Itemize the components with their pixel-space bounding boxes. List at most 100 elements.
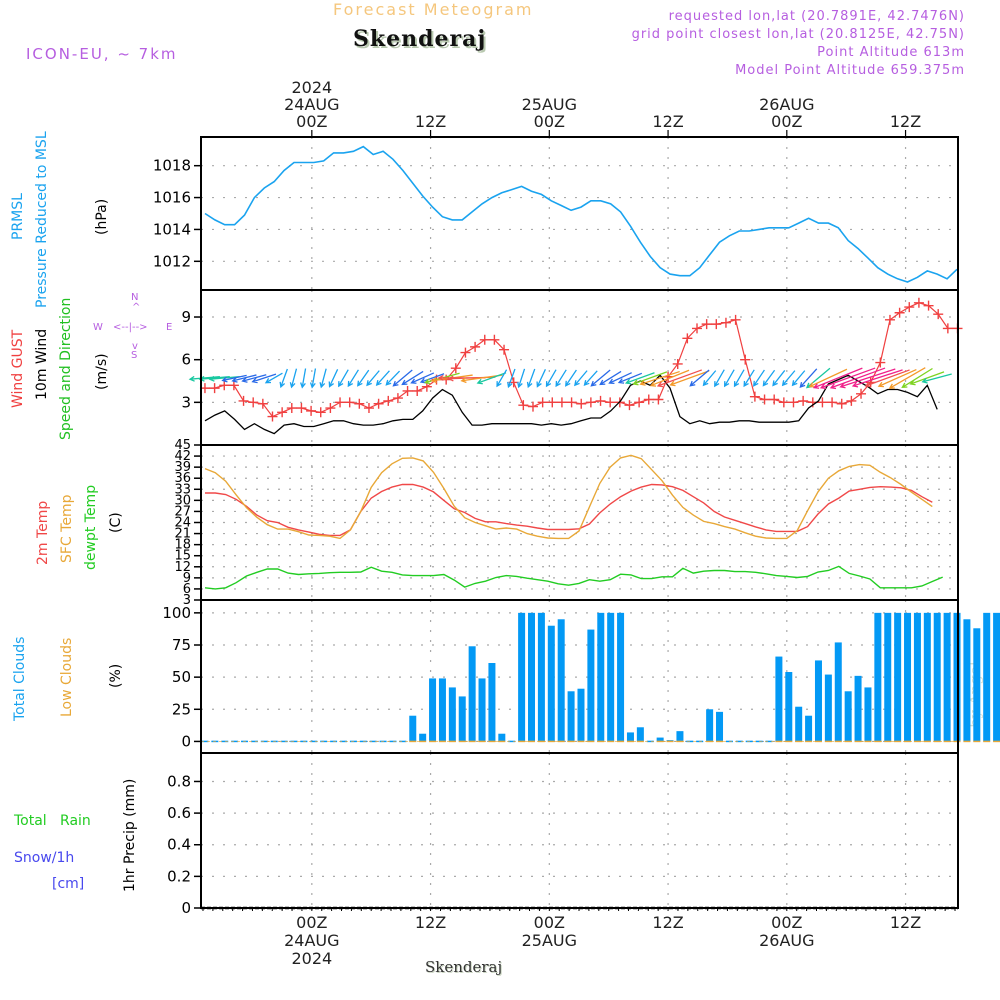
wind-direction-arrow xyxy=(574,370,588,387)
wind-direction-arrow xyxy=(632,371,668,386)
cloud-unit-label: (%) xyxy=(108,664,124,688)
wind-direction-arrow xyxy=(565,369,577,387)
wind-gust-marker xyxy=(479,334,490,345)
total-clouds-bar xyxy=(923,612,931,742)
wind-gust-marker xyxy=(923,300,934,311)
panel-frame xyxy=(200,752,959,909)
bottom-time-label: 00Z xyxy=(771,913,802,932)
y-tick-label: 1014 xyxy=(153,220,191,238)
wind-panel-labels: Wind GUST 10m Wind Speed and Direction (… xyxy=(10,298,110,440)
y-tick-label: 0 xyxy=(181,899,191,917)
wind-gust-marker xyxy=(595,395,606,406)
y-tick-label: 1012 xyxy=(153,252,191,270)
y-tick-label: 9 xyxy=(183,571,191,586)
wind-gust-marker xyxy=(653,394,664,405)
compass-s: S xyxy=(131,350,137,361)
total-clouds-bar xyxy=(488,663,496,742)
total-clouds-bar xyxy=(834,642,842,742)
total-clouds-bar xyxy=(993,612,1000,742)
wind-direction-arrow xyxy=(669,370,710,387)
wind-direction-arrow xyxy=(583,370,598,386)
wind-direction-arrow xyxy=(357,369,370,387)
compass-n: N xyxy=(131,292,138,303)
wind-gust-marker xyxy=(624,400,635,411)
requested-coords: requested lon,lat (20.7891E, 42.7476N) xyxy=(668,9,965,24)
top-time-label: 26AUG xyxy=(759,95,814,114)
wind-gust-marker xyxy=(499,344,510,355)
total-clouds-bar xyxy=(498,733,506,742)
y-tick-label: 39 xyxy=(174,460,191,475)
wind-direction-arrow xyxy=(590,369,611,387)
bottom-time-label: 24AUG xyxy=(284,931,339,950)
wind-gust-marker xyxy=(412,385,423,396)
wind-gust-marker xyxy=(740,354,751,365)
total-clouds-bar xyxy=(884,612,892,742)
wind-direction-arrow xyxy=(656,369,703,388)
wind-gust-marker xyxy=(585,397,596,408)
total-clouds-bar xyxy=(607,612,615,742)
wind-gust-marker xyxy=(720,317,731,328)
grid-layer xyxy=(201,137,958,909)
wind-gust-marker xyxy=(527,401,538,412)
y-tick-label: 25 xyxy=(172,700,191,718)
wind-direction-arrow xyxy=(188,375,220,382)
wind-direction-arrow xyxy=(526,368,536,389)
y-tick-label: 1018 xyxy=(153,157,191,175)
top-time-label: 2024 xyxy=(291,78,332,97)
y-tick-label: 21 xyxy=(174,527,191,542)
wind-gust-marker xyxy=(682,333,693,344)
wind-direction-arrow xyxy=(221,374,247,383)
wind-gust-marker xyxy=(392,393,403,404)
wind-gust-marker xyxy=(373,398,384,409)
wind-direction-arrow xyxy=(702,370,717,387)
precip-panel-labels: Total Rain Snow/1h [cm] 1hr Precip (mm) xyxy=(13,779,138,892)
model-point-altitude: Model Point Altitude 659.375m xyxy=(735,63,965,78)
meteogram-title: Forecast Meteogram xyxy=(333,0,534,19)
total-clouds-bar xyxy=(785,672,793,742)
y-tick-label: 9 xyxy=(181,308,191,326)
bottom-time-label: 12Z xyxy=(415,913,446,932)
wind-direction-arrow xyxy=(507,368,516,389)
wind-direction-arrow xyxy=(723,369,735,388)
wind-direction-arrow xyxy=(772,370,786,387)
wind-gust-marker xyxy=(856,388,867,399)
total-clouds-bar xyxy=(775,656,783,742)
snow-unit-label: [cm] xyxy=(52,876,84,892)
wind-gust-marker xyxy=(749,391,760,402)
wind-direction-arrow xyxy=(921,373,952,384)
pressure-unit-label: (hPa) xyxy=(94,199,110,235)
top-time-label: 00Z xyxy=(771,112,802,131)
wind-gust-marker xyxy=(344,397,355,408)
total-clouds-bar xyxy=(676,731,684,742)
top-time-label: 12Z xyxy=(415,112,446,131)
top-time-label: 12Z xyxy=(652,112,683,131)
y-tick-label: 12 xyxy=(174,560,191,575)
wind-gust-label: Wind GUST xyxy=(10,329,26,408)
wind-gust-marker xyxy=(489,334,500,345)
wind-direction-arrow xyxy=(279,368,288,389)
grid-point-coords: grid point closest lon,lat (20.8125E, 42… xyxy=(631,27,965,42)
cloud-panel-labels: Total Clouds Low Clouds (%) xyxy=(12,637,124,722)
sfc-temp-line xyxy=(204,454,933,540)
compass-e: E xyxy=(166,322,172,333)
top-time-label: 24AUG xyxy=(284,95,339,114)
wind-gust-marker xyxy=(634,397,645,408)
wind-direction-arrow xyxy=(476,372,507,385)
pressure-panel-labels: PRMSL Pressure Reduced to MSL (hPa) xyxy=(10,131,110,308)
bottom-time-label: 00Z xyxy=(296,913,327,932)
total-clouds-bar xyxy=(943,612,951,742)
y-tick-label: 1016 xyxy=(153,189,191,207)
wind-gust-marker xyxy=(470,341,481,352)
wind-gust-marker xyxy=(846,395,857,406)
wind-direction-arrow xyxy=(366,370,380,387)
wind-direction-arrow xyxy=(410,372,435,384)
y-tick-label: 27 xyxy=(174,504,191,519)
pressure-reduced-label: Pressure Reduced to MSL xyxy=(34,131,50,308)
wind-direction-arrow xyxy=(762,369,776,387)
label-layer: 1012101410161018369369121518212427303336… xyxy=(153,78,921,968)
total-clouds-bar xyxy=(626,732,634,742)
y-tick-label: 33 xyxy=(174,482,191,497)
station-name: Skenderaj xyxy=(353,26,487,52)
temp-unit-label: (C) xyxy=(108,512,124,533)
